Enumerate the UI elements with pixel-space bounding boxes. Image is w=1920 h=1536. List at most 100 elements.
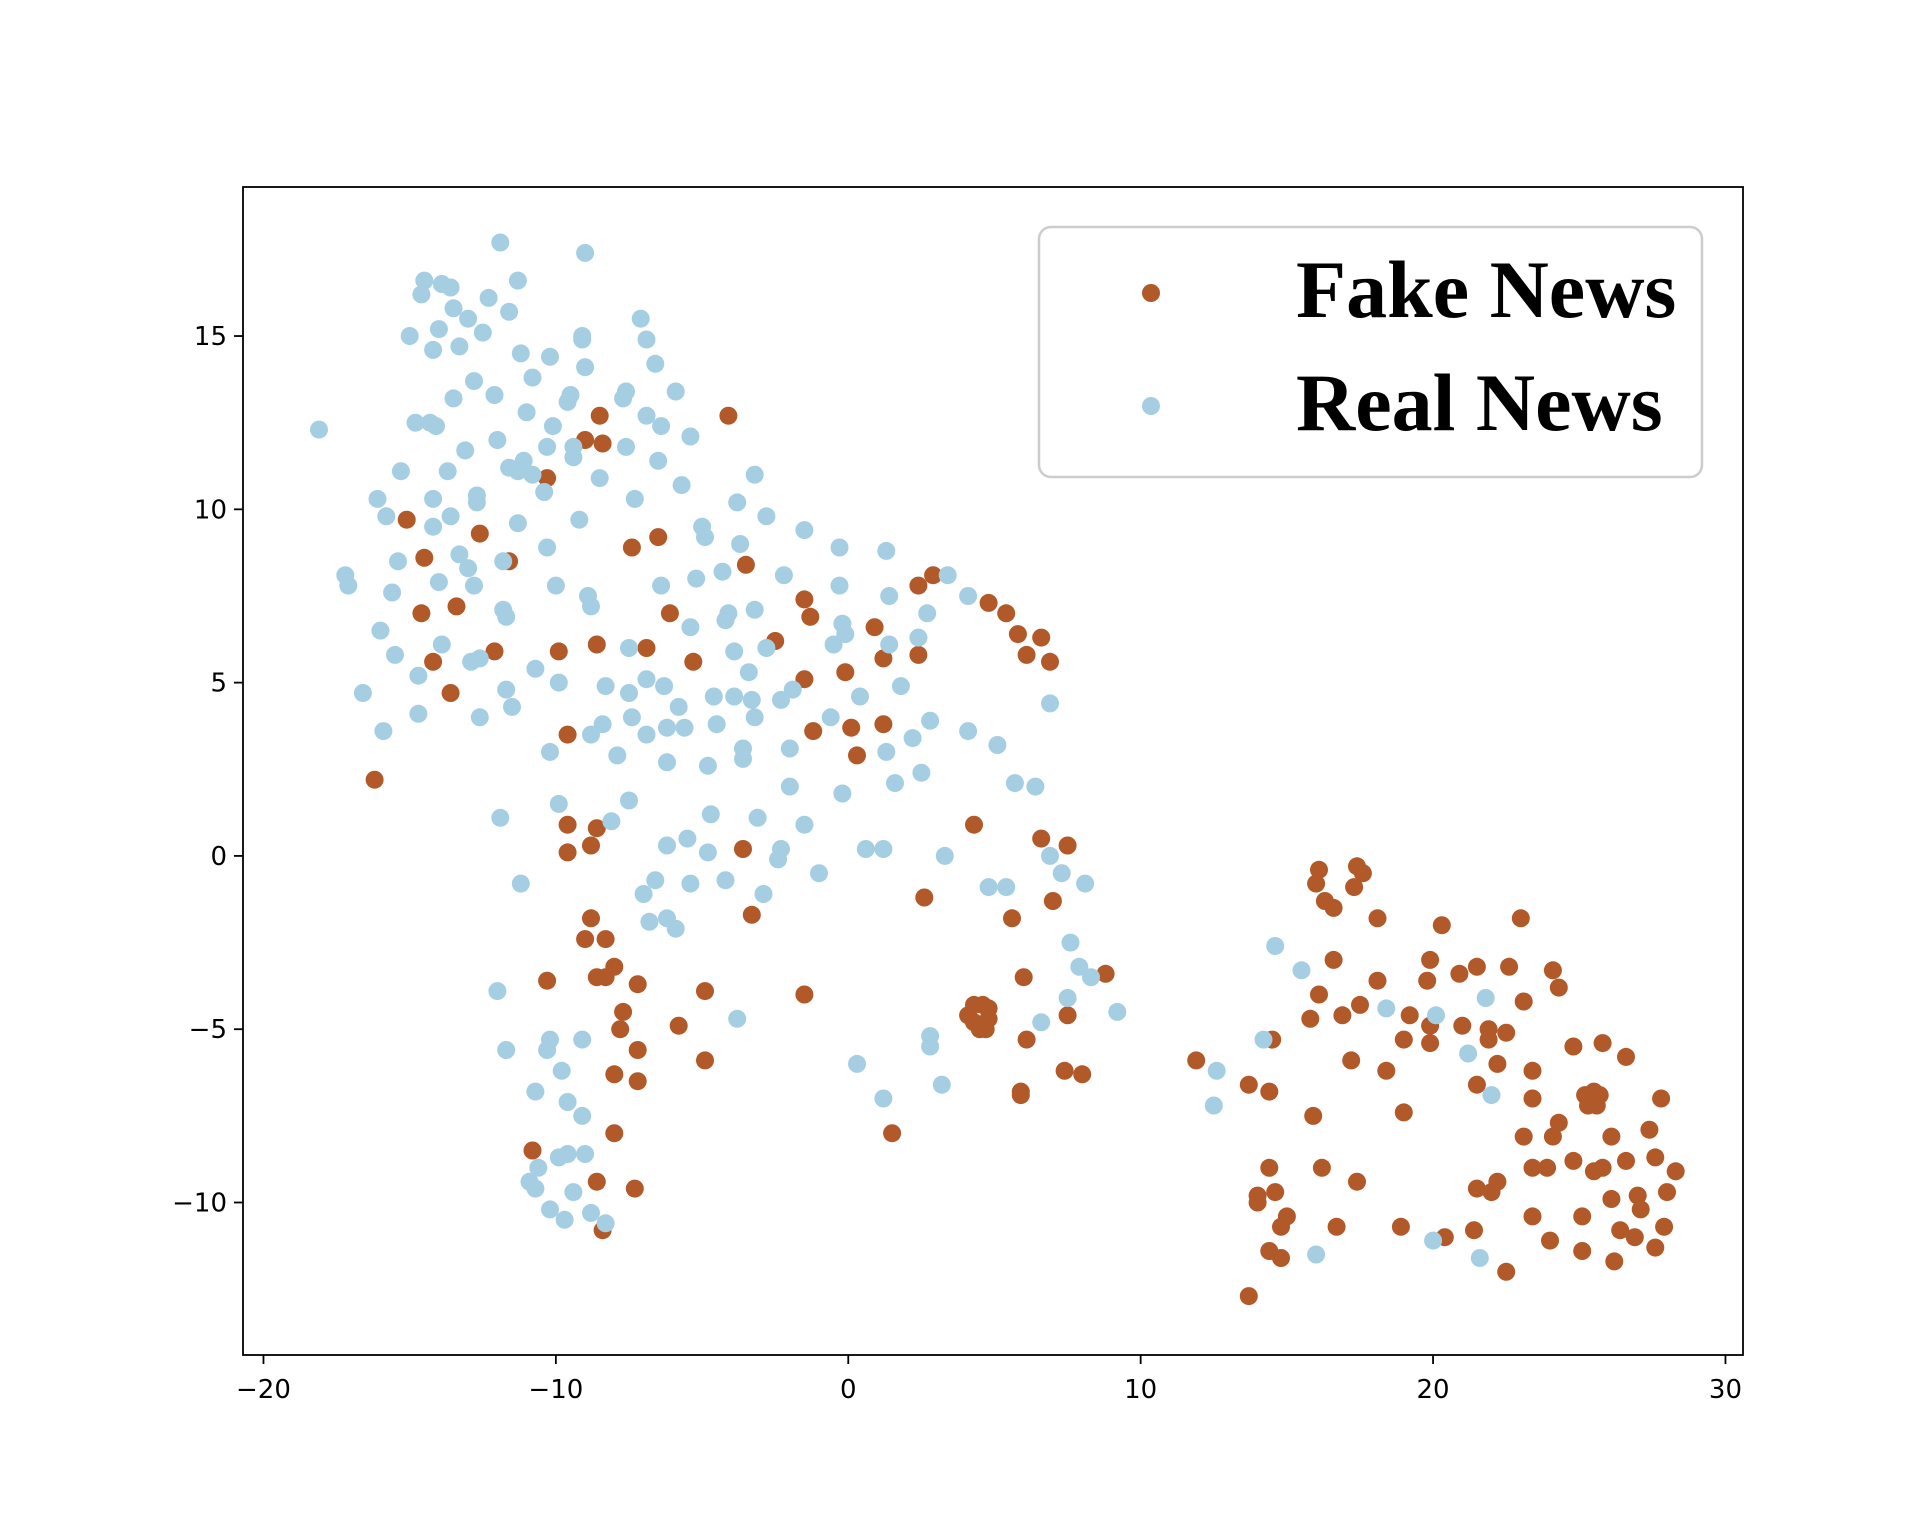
- point-real-news-205: [921, 1037, 940, 1056]
- point-fake-news-73: [523, 1141, 542, 1160]
- point-fake-news-173: [1646, 1148, 1665, 1167]
- point-fake-news-78: [883, 1124, 902, 1143]
- point-real-news-195: [979, 878, 998, 897]
- point-real-news-15: [409, 704, 428, 723]
- point-fake-news-154: [1652, 1089, 1671, 1108]
- point-real-news-27: [438, 462, 457, 481]
- point-real-news-86: [593, 715, 612, 734]
- point-fake-news-47: [558, 815, 577, 834]
- point-fake-news-2: [415, 548, 434, 567]
- point-real-news-108: [666, 382, 685, 401]
- point-real-news-143: [830, 538, 849, 557]
- point-fake-news-10: [538, 469, 557, 488]
- point-fake-news-101: [1248, 1193, 1267, 1212]
- point-real-news-28: [441, 278, 460, 297]
- point-fake-news-141: [1564, 1037, 1583, 1056]
- point-fake-news-54: [1003, 909, 1021, 928]
- point-fake-news-70: [628, 1072, 647, 1091]
- point-real-news-55: [503, 697, 521, 716]
- point-real-news-227: [555, 1210, 574, 1229]
- point-real-news-132: [745, 600, 764, 619]
- point-real-news-161: [959, 722, 978, 741]
- point-fake-news-26: [801, 607, 820, 626]
- point-fake-news-39: [997, 604, 1016, 623]
- point-fake-news-121: [1333, 1006, 1352, 1025]
- point-fake-news-191: [1605, 1252, 1624, 1271]
- point-fake-news-34: [874, 715, 893, 734]
- point-real-news-45: [479, 288, 498, 307]
- point-real-news-231: [1204, 1096, 1223, 1115]
- point-fake-news-112: [1345, 878, 1364, 897]
- point-real-news-87: [596, 677, 615, 696]
- point-real-news-187: [754, 885, 773, 903]
- point-fake-news-67: [669, 1016, 688, 1035]
- x-tick-label-2: 0: [840, 1375, 857, 1405]
- point-real-news-194: [666, 919, 685, 938]
- point-real-news-198: [1061, 933, 1080, 952]
- point-fake-news-162: [1312, 1158, 1331, 1177]
- point-real-news-106: [658, 718, 676, 737]
- point-real-news-100: [637, 725, 656, 744]
- point-fake-news-35: [909, 576, 928, 595]
- point-fake-news-20: [660, 604, 679, 623]
- point-real-news-125: [728, 493, 747, 512]
- point-real-news-22: [427, 417, 445, 436]
- point-real-news-232: [1254, 1030, 1273, 1049]
- point-real-news-224: [526, 1179, 545, 1198]
- point-real-news-130: [742, 690, 761, 709]
- legend-label-fake-news: Fake News: [1296, 244, 1676, 335]
- point-real-news-203: [1108, 1002, 1127, 1021]
- point-real-news-234: [1292, 961, 1311, 980]
- point-real-news-88: [608, 746, 627, 765]
- point-real-news-129: [739, 663, 758, 682]
- point-real-news-36: [459, 559, 478, 578]
- point-fake-news-127: [1467, 957, 1486, 976]
- point-fake-news-23: [736, 555, 755, 574]
- point-fake-news-168: [1538, 1158, 1557, 1177]
- point-fake-news-68: [696, 982, 714, 1001]
- point-real-news-118: [704, 687, 723, 706]
- point-real-news-21: [424, 517, 443, 536]
- point-fake-news-12: [558, 725, 577, 744]
- point-real-news-228: [582, 1203, 600, 1222]
- point-real-news-94: [622, 708, 641, 727]
- point-fake-news-140: [1479, 1030, 1498, 1049]
- point-fake-news-99: [1260, 1158, 1279, 1177]
- point-fake-news-161: [1640, 1120, 1659, 1139]
- point-fake-news-155: [1304, 1106, 1323, 1125]
- point-fake-news-15: [593, 434, 612, 453]
- point-fake-news-153: [1587, 1096, 1606, 1115]
- point-real-news-168: [795, 815, 814, 834]
- point-real-news-154: [903, 729, 922, 748]
- point-real-news-72: [549, 673, 568, 692]
- point-real-news-241: [1424, 1231, 1443, 1250]
- point-fake-news-174: [1666, 1162, 1685, 1181]
- point-real-news-208: [848, 1054, 866, 1073]
- point-fake-news-32: [865, 618, 884, 637]
- point-real-news-211: [497, 1041, 516, 1059]
- point-fake-news-65: [611, 1020, 630, 1039]
- point-real-news-137: [774, 566, 793, 585]
- point-real-news-24: [429, 573, 448, 592]
- x-tick-label-3: 10: [1124, 1375, 1157, 1405]
- point-fake-news-96: [1239, 1075, 1258, 1094]
- point-fake-news-131: [1514, 992, 1533, 1011]
- point-real-news-68: [541, 347, 559, 366]
- point-fake-news-181: [1611, 1221, 1630, 1240]
- point-fake-news-17: [622, 538, 641, 557]
- point-real-news-214: [552, 1061, 571, 1080]
- point-real-news-139: [780, 739, 799, 758]
- point-fake-news-116: [1432, 916, 1451, 935]
- point-real-news-164: [1026, 777, 1045, 796]
- point-fake-news-16: [587, 635, 606, 654]
- point-real-news-216: [526, 1082, 545, 1101]
- point-fake-news-183: [1655, 1217, 1674, 1236]
- point-real-news-2: [339, 576, 358, 595]
- point-fake-news-145: [1342, 1051, 1361, 1070]
- point-fake-news-126: [1450, 964, 1469, 983]
- point-fake-news-148: [1523, 1089, 1542, 1108]
- point-real-news-52: [497, 680, 516, 699]
- point-fake-news-30: [842, 718, 861, 737]
- point-real-news-107: [658, 753, 676, 772]
- point-real-news-34: [456, 441, 475, 460]
